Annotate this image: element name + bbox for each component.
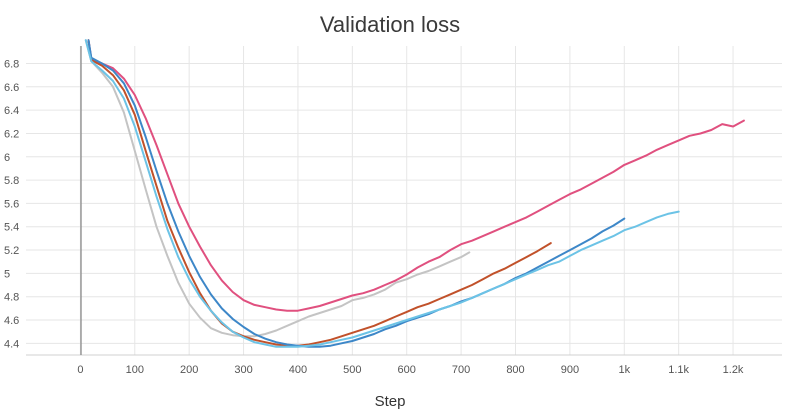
series-line-5	[84, 39, 680, 348]
series-line-2	[87, 39, 745, 312]
y-tick-label: 6.8	[4, 58, 19, 70]
y-tick-label: 6	[4, 152, 10, 164]
x-tick-label: 1k	[618, 364, 630, 376]
y-tick-label: 6.2	[4, 128, 19, 140]
series-line-3	[87, 39, 552, 347]
y-tick-label: 6.4	[4, 105, 19, 117]
x-tick-labels: 0 100 200 300 400 500 600 700 800 900 1k 1.1k 1.2k	[77, 364, 744, 376]
series-line-1	[84, 39, 471, 338]
y-tick-label: 4.6	[4, 315, 19, 327]
x-tick-label: 700	[452, 364, 470, 376]
x-tick-label: 500	[343, 364, 361, 376]
x-tick-label: 0	[77, 364, 83, 376]
y-tick-label: 6.6	[4, 82, 19, 94]
series-lines	[84, 39, 745, 348]
x-tick-label: 400	[289, 364, 307, 376]
y-tick-label: 5.8	[4, 175, 19, 187]
x-tick-label: 600	[398, 364, 416, 376]
y-tick-label: 4.4	[4, 338, 19, 350]
grid-lines	[26, 46, 782, 356]
x-axis-label: Step	[375, 393, 406, 410]
x-tick-label: 800	[506, 364, 524, 376]
x-tick-label: 300	[234, 364, 252, 376]
y-tick-label: 5.6	[4, 198, 19, 210]
x-tick-label: 1.2k	[723, 364, 744, 376]
y-tick-label: 5	[4, 268, 10, 280]
x-tick-label: 900	[561, 364, 579, 376]
x-tick-label: 1.1k	[668, 364, 689, 376]
series-line-4	[87, 39, 626, 348]
y-tick-label: 5.2	[4, 245, 19, 257]
x-tick-label: 100	[126, 364, 144, 376]
x-tick-label: 200	[180, 364, 198, 376]
y-tick-label: 5.4	[4, 222, 19, 234]
y-tick-label: 4.8	[4, 292, 19, 304]
y-tick-labels: 4.4 4.6 4.8 5 5.2 5.4 5.6 5.8 6 6.2 6.4 6.6 6.8	[4, 58, 19, 350]
chart-title: Validation loss	[320, 12, 460, 37]
